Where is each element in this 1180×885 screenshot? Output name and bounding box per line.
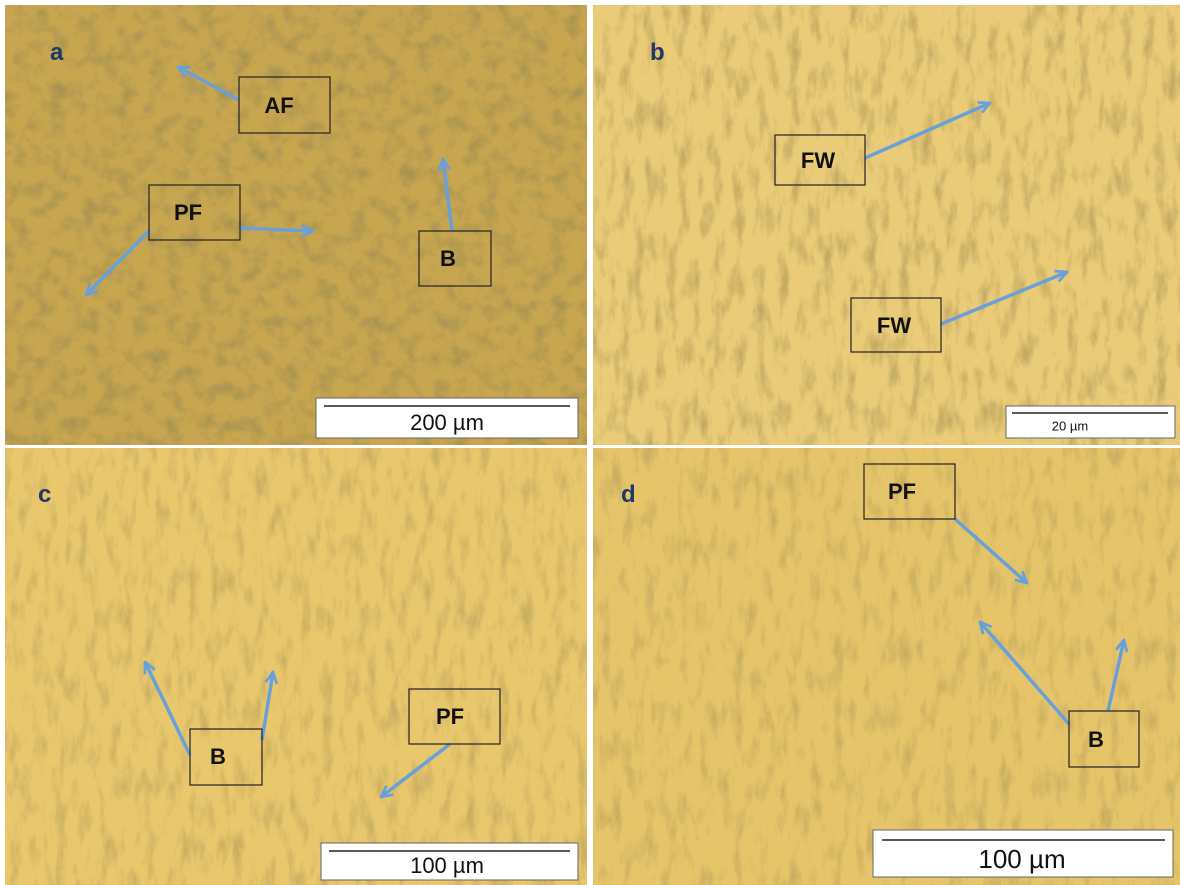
label: PF: [174, 200, 202, 225]
label: PF: [888, 479, 916, 504]
label: AF: [264, 93, 293, 118]
scale-bar-label: 100 µm: [978, 844, 1065, 874]
panel-letter: a: [50, 39, 64, 66]
label: FW: [877, 313, 911, 338]
panel-c: c B PF 100 µm: [5, 448, 587, 885]
label: B: [440, 246, 456, 271]
label: PF: [436, 704, 464, 729]
label: FW: [801, 148, 835, 173]
panel-b: b FW FW 20 µm: [593, 5, 1180, 445]
label: B: [1088, 727, 1104, 752]
scale-bar-label: 20 µm: [1052, 418, 1088, 433]
panel-a: a AF PF B 200 µm: [5, 5, 587, 445]
figure: a AF PF B 200 µm b FW FW 20 µm c: [0, 0, 1180, 885]
scale-bar-label: 100 µm: [410, 853, 484, 878]
label: B: [210, 744, 226, 769]
panel-letter: b: [650, 39, 665, 66]
panel-d: d PF B 100 µm: [593, 448, 1180, 885]
panel-letter: d: [621, 481, 636, 508]
scale-bar-label: 200 µm: [410, 410, 484, 435]
panel-letter: c: [38, 481, 51, 508]
